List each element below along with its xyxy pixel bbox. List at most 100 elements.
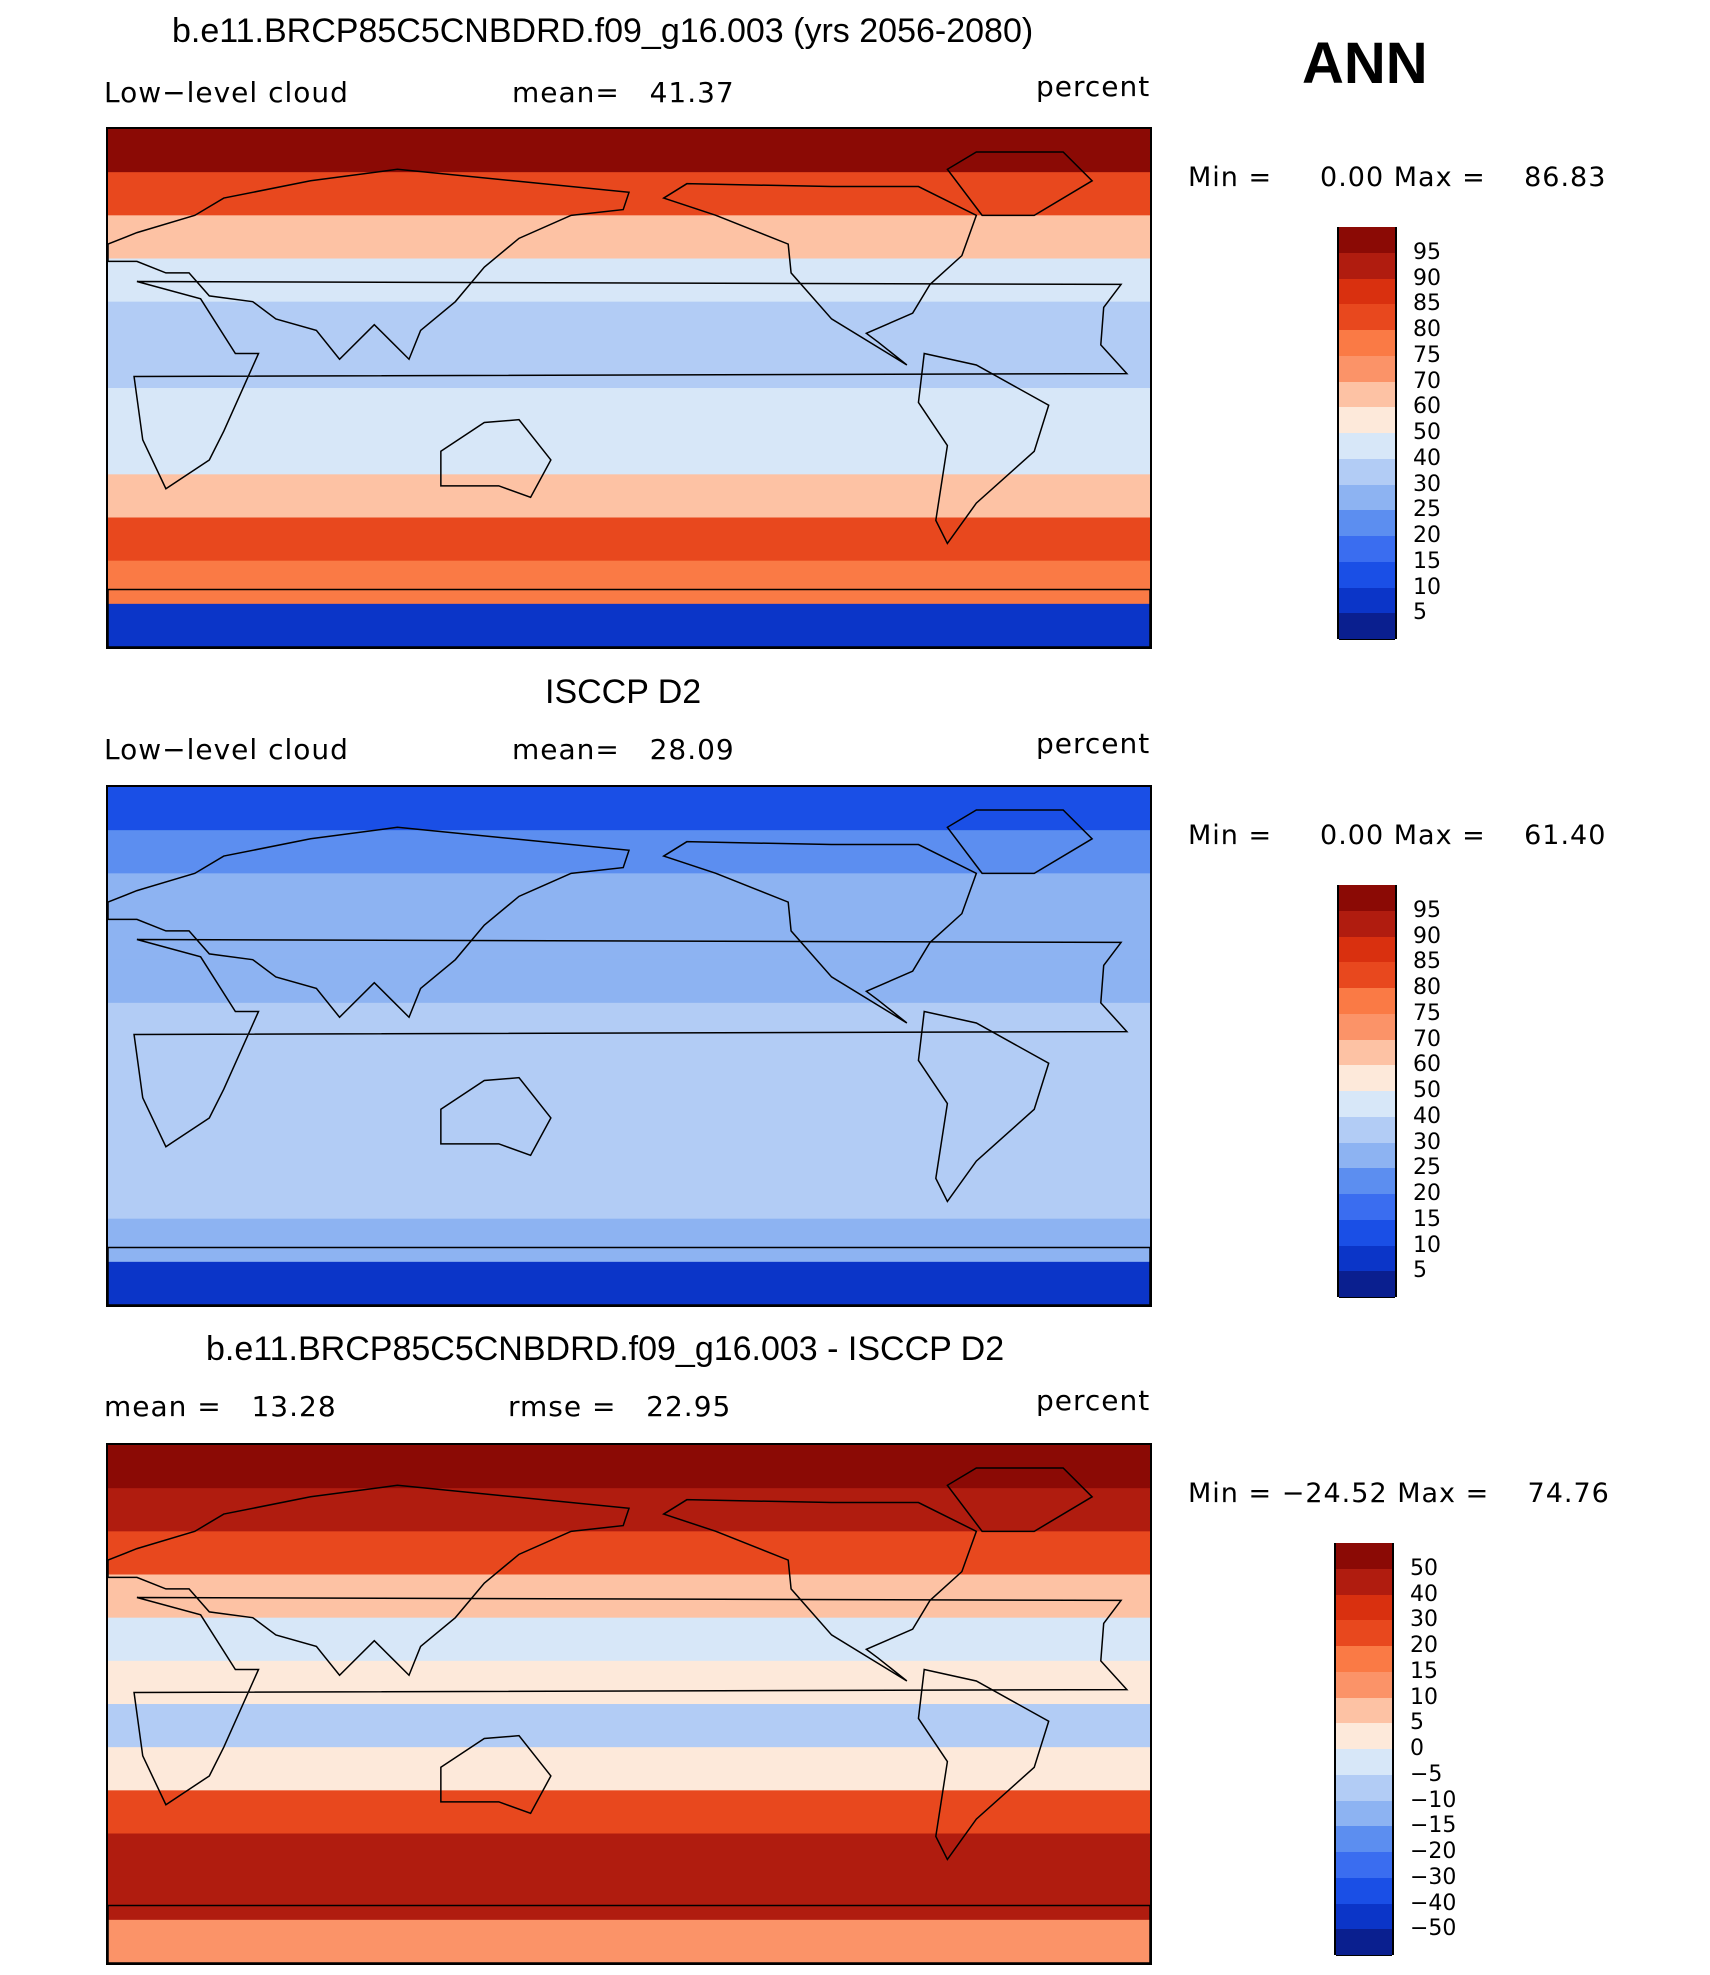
coastline [108, 826, 631, 1019]
colorbar-label: 15 [1413, 1206, 1441, 1232]
map-lat-band [108, 1089, 1150, 1134]
map-lat-band [108, 431, 1150, 476]
colorbar-swatch [1339, 227, 1395, 254]
colorbar-label: 20 [1410, 1633, 1438, 1658]
colorbar-swatch [1339, 1245, 1395, 1273]
coastline [661, 840, 978, 1024]
map-lat-band [108, 474, 1150, 519]
colorbar-swatches [1334, 1543, 1394, 1956]
colorbar-swatch [1339, 330, 1395, 357]
colorbar-label: 25 [1413, 1155, 1441, 1181]
colorbar-label: 50 [1410, 1555, 1438, 1581]
colorbar-label: 30 [1410, 1607, 1438, 1633]
colorbar-label: 30 [1413, 1129, 1441, 1155]
colorbar-swatches [1337, 885, 1397, 1298]
panel-1-map [106, 127, 1152, 649]
colorbar-label: 60 [1413, 394, 1441, 420]
map-lat-band [108, 1790, 1150, 1835]
colorbar-swatch [1336, 1543, 1392, 1570]
colorbar-label: −20 [1410, 1839, 1457, 1864]
coastline [917, 352, 1050, 545]
coastline [661, 1498, 978, 1682]
colorbar-label: −15 [1410, 1813, 1457, 1839]
coastline [946, 1467, 1094, 1533]
colorbar-label: 70 [1413, 1026, 1441, 1052]
colorbar-swatch [1336, 1671, 1392, 1699]
panel-1-units: percent [1036, 70, 1151, 103]
colorbar-swatch [1336, 1646, 1392, 1673]
coastline [108, 168, 631, 361]
map-lat-band [108, 873, 1150, 918]
colorbar-label: 50 [1413, 1078, 1441, 1103]
colorbar-swatches [1337, 227, 1397, 640]
panel-3-map [106, 1443, 1152, 1965]
colorbar-swatch [1339, 381, 1395, 409]
colorbar-swatch [1339, 1065, 1395, 1092]
colorbar-label: 10 [1410, 1684, 1438, 1710]
colorbar-swatch [1336, 1620, 1392, 1647]
colorbar-label: 40 [1413, 1103, 1441, 1129]
colorbar-swatch [1339, 587, 1395, 615]
colorbar-label: 40 [1413, 445, 1441, 471]
colorbar-swatch [1336, 1903, 1392, 1931]
colorbar-swatch [1339, 613, 1395, 640]
panel-1-minmax: Min = 0.00 Max = 86.83 [1188, 162, 1607, 193]
coastline [108, 1904, 1150, 1963]
map-lat-band [108, 560, 1150, 605]
colorbar-swatch [1339, 355, 1395, 383]
map-lat-band [108, 1132, 1150, 1177]
coastline [440, 418, 552, 499]
colorbar-label: 15 [1410, 1658, 1438, 1684]
colorbar-label: 85 [1413, 291, 1441, 317]
colorbar-swatch [1336, 1697, 1392, 1725]
colorbar-label: 5 [1413, 1258, 1427, 1284]
panel-2-minmax: Min = 0.00 Max = 61.40 [1188, 820, 1607, 851]
panel-3-title: b.e11.BRCP85C5CNBDRD.f09_g16.003 - ISCCP… [206, 1330, 1005, 1368]
colorbar-swatch [1339, 1271, 1395, 1298]
colorbar-swatch [1339, 484, 1395, 512]
colorbar-swatch [1336, 1826, 1392, 1853]
map-lat-band [108, 603, 1150, 647]
colorbar-label: −50 [1410, 1916, 1457, 1942]
coastline [108, 1484, 631, 1677]
colorbar-swatch [1339, 1116, 1395, 1144]
map-lat-band [108, 1002, 1150, 1047]
season-label: ANN [1302, 31, 1428, 96]
map-lat-band [108, 1046, 1150, 1091]
map-lat-band [108, 787, 1150, 832]
map-lat-band [108, 1660, 1150, 1705]
coastline [946, 151, 1094, 217]
colorbar-swatch [1339, 510, 1395, 537]
map-lat-band [108, 1531, 1150, 1576]
map-lat-band [108, 258, 1150, 303]
panel-3-units: percent [1036, 1384, 1151, 1417]
map-lat-band [108, 1617, 1150, 1662]
panel-1-center-label: mean= 41.37 [512, 76, 735, 109]
colorbar-label: 85 [1413, 949, 1441, 975]
colorbar-label: 5 [1413, 600, 1427, 626]
colorbar-swatch [1339, 988, 1395, 1015]
colorbar-label: 25 [1413, 497, 1441, 523]
colorbar-label: 70 [1413, 368, 1441, 394]
colorbar-swatch [1339, 536, 1395, 563]
colorbar-swatch [1339, 1194, 1395, 1221]
colorbar-label: 20 [1413, 1181, 1441, 1206]
coastline [108, 1246, 1150, 1305]
map-lat-band [108, 301, 1150, 346]
colorbar-label: 10 [1413, 1232, 1441, 1258]
panel-1-title: b.e11.BRCP85C5CNBDRD.f09_g16.003 (yrs 20… [172, 12, 1034, 50]
colorbar-label: 75 [1413, 342, 1441, 368]
coastline [661, 182, 978, 366]
colorbar-swatch [1339, 1142, 1395, 1170]
map-lat-band [108, 344, 1150, 389]
colorbar-label: 95 [1413, 897, 1441, 923]
panel-3-minmax: Min = −24.52 Max = 74.76 [1188, 1478, 1610, 1509]
colorbar-swatch [1336, 1877, 1392, 1905]
colorbar-label: 50 [1413, 420, 1441, 445]
panel-2-left-label: Low−level cloud [104, 733, 349, 766]
map-lat-band [108, 916, 1150, 961]
colorbar-swatch [1339, 1168, 1395, 1195]
colorbar-swatch [1339, 962, 1395, 989]
map-lat-band [108, 1218, 1150, 1263]
map-lat-band [108, 1704, 1150, 1749]
